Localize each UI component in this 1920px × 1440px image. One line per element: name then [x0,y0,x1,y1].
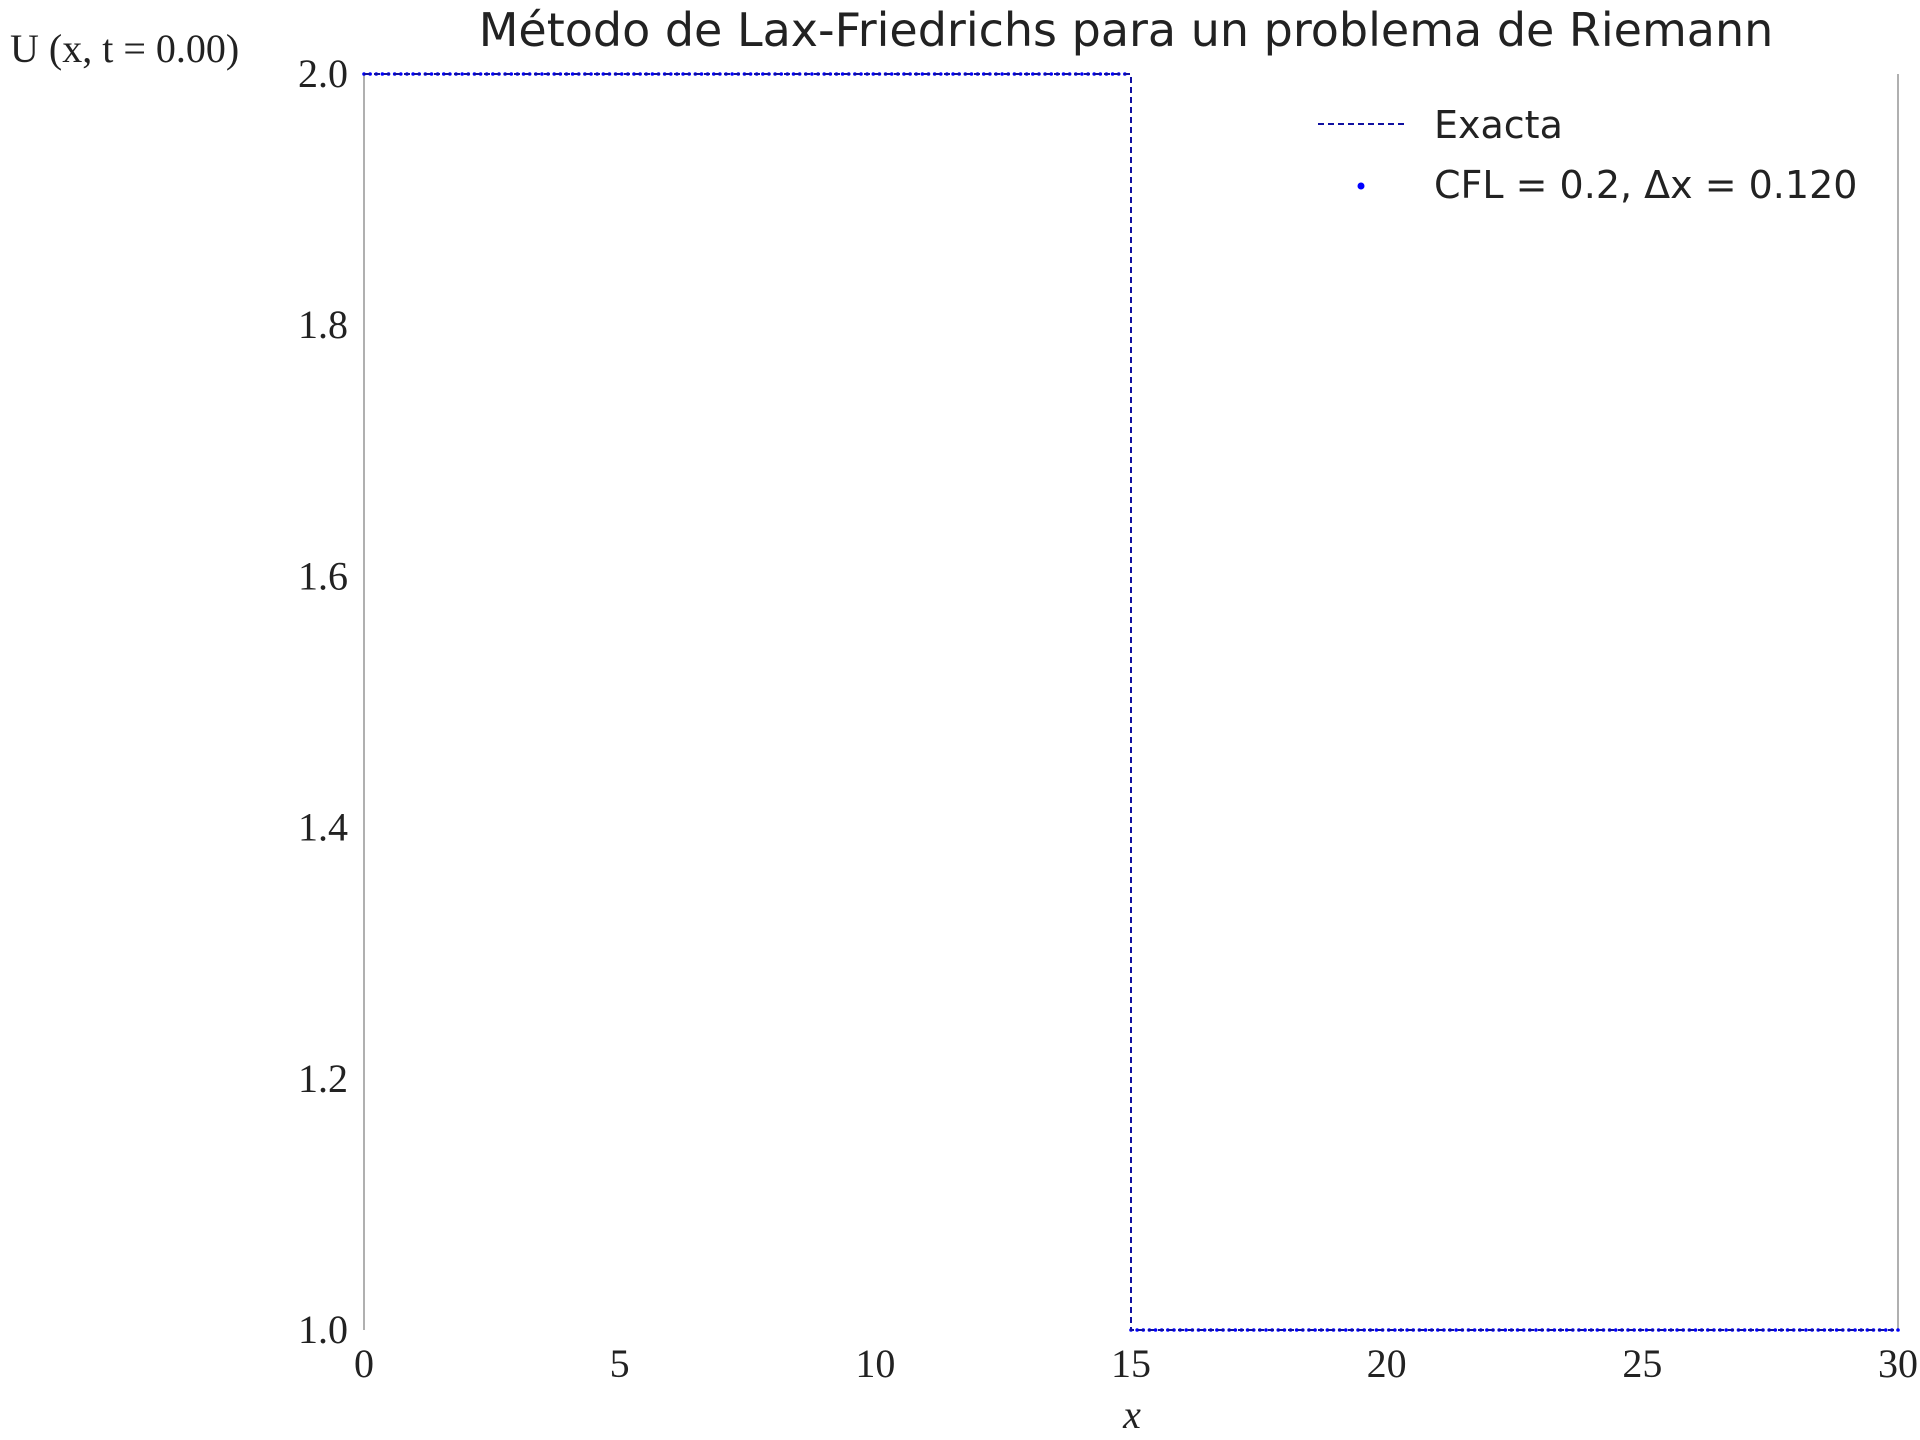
data-point [1564,1328,1569,1332]
data-point [509,72,514,76]
data-point [1000,72,1004,76]
data-point [570,72,575,76]
data-point [699,72,704,76]
legend-label-exacta: Exacta [1434,103,1563,147]
x-tick-label: 15 [1111,1341,1151,1386]
data-point [650,72,655,76]
data-point [1773,1328,1778,1332]
data-point [411,72,415,76]
data-point [1613,1328,1618,1332]
data-point [1853,1328,1857,1332]
data-point [1896,1328,1900,1332]
y-tick-label: 1.6 [298,553,348,598]
data-point [1233,1328,1238,1332]
chart-title: Método de Lax-Friedrichs para un problem… [479,3,1774,57]
data-point [540,72,544,76]
data-point [1374,1328,1379,1332]
plot-area [362,72,1900,1332]
data-point [1485,1328,1489,1332]
data-point [889,72,894,76]
data-point [1153,1328,1158,1332]
data-point [1423,1328,1428,1332]
x-axis-label: x [1122,1392,1141,1437]
data-point [1215,1328,1219,1332]
y-axis-label: U (x, t = 0.00) [10,26,239,71]
data-point [920,72,925,76]
data-point [589,72,593,76]
legend-label-numeric: CFL = 0.2, Δx = 0.120 [1434,163,1857,207]
x-ticks: 0 5 10 15 20 25 30 [354,1341,1918,1386]
y-tick-label: 1.4 [298,805,348,850]
y-tick-label: 1.2 [298,1056,348,1101]
data-point [1755,1328,1759,1332]
data-point [1804,1328,1808,1332]
data-point [1313,1328,1317,1332]
data-point [859,72,863,76]
data-point [619,72,624,76]
data-point [1454,1328,1459,1332]
legend-swatch-numeric [1357,182,1365,190]
data-point [1883,1328,1888,1332]
x-tick-label: 20 [1367,1341,1407,1386]
x-tick-label: 25 [1622,1341,1662,1386]
data-point [1583,1328,1587,1332]
x-tick-label: 5 [610,1341,630,1386]
data-point [491,72,495,76]
data-point [429,72,434,76]
data-point [1080,72,1084,76]
data-point [761,72,765,76]
data-point [810,72,814,76]
data-point [1644,1328,1649,1332]
data-point [969,72,974,76]
series-exacta-line [364,73,1898,1331]
data-point [1834,1328,1839,1332]
data-point [951,72,955,76]
data-point [1294,1328,1299,1332]
data-point [380,72,385,76]
data-point [1049,72,1054,76]
x-tick-label: 30 [1878,1341,1918,1386]
data-point [1110,72,1115,76]
data-point [460,72,464,76]
x-tick-label: 10 [855,1341,895,1386]
data-point [1031,72,1035,76]
legend: Exacta CFL = 0.2, Δx = 0.120 [1318,103,1857,207]
data-point [1503,1328,1508,1332]
y-tick-label: 1.0 [298,1307,348,1352]
data-point [1534,1328,1538,1332]
y-tick-label: 1.8 [298,302,348,347]
data-point [1724,1328,1728,1332]
data-point [840,72,845,76]
data-point [681,72,685,76]
data-point [1343,1328,1348,1332]
y-ticks: 1.0 1.2 1.4 1.6 1.8 2.0 [298,51,348,1352]
data-point [730,72,734,76]
data-point [1184,1328,1189,1332]
x-tick-label: 0 [354,1341,374,1386]
y-tick-label: 2.0 [298,51,348,96]
data-point [1264,1328,1268,1332]
data-point [1693,1328,1698,1332]
data-point [779,72,784,76]
